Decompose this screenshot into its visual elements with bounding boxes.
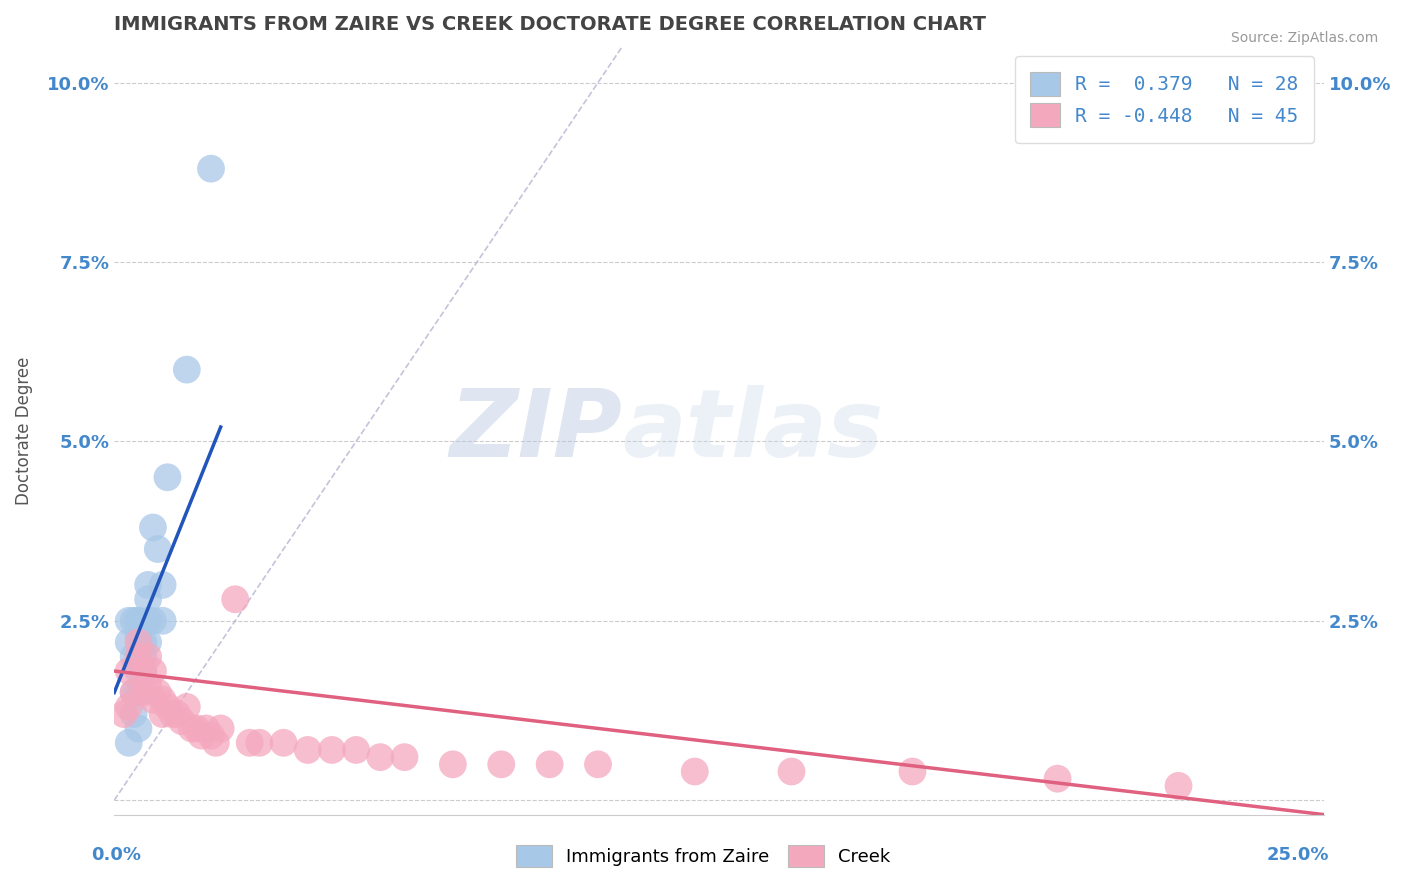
Point xyxy=(127,635,149,649)
Point xyxy=(132,635,155,649)
Point xyxy=(586,757,609,772)
Y-axis label: Doctorate Degree: Doctorate Degree xyxy=(15,357,32,505)
Point xyxy=(152,614,174,628)
Point xyxy=(152,707,174,722)
Text: IMMIGRANTS FROM ZAIRE VS CREEK DOCTORATE DEGREE CORRELATION CHART: IMMIGRANTS FROM ZAIRE VS CREEK DOCTORATE… xyxy=(114,15,986,34)
Text: 0.0%: 0.0% xyxy=(91,846,142,863)
Point xyxy=(142,614,165,628)
Text: Source: ZipAtlas.com: Source: ZipAtlas.com xyxy=(1230,31,1378,45)
Point xyxy=(122,614,145,628)
Point xyxy=(132,649,155,664)
Point xyxy=(170,714,193,729)
Point xyxy=(368,750,391,764)
Point xyxy=(200,729,222,743)
Point xyxy=(538,757,561,772)
Point xyxy=(122,685,145,699)
Point xyxy=(205,736,228,750)
Point xyxy=(239,736,262,750)
Point xyxy=(127,628,149,642)
Text: 25.0%: 25.0% xyxy=(1267,846,1329,863)
Point xyxy=(156,700,179,714)
Point xyxy=(247,736,270,750)
Point xyxy=(209,722,232,736)
Point xyxy=(136,614,159,628)
Point xyxy=(166,707,188,722)
Point xyxy=(176,700,198,714)
Point xyxy=(118,664,141,678)
Point xyxy=(127,614,149,628)
Point xyxy=(273,736,295,750)
Point xyxy=(176,362,198,376)
Text: atlas: atlas xyxy=(623,384,883,476)
Point xyxy=(127,664,149,678)
Point xyxy=(136,649,159,664)
Point xyxy=(122,649,145,664)
Point xyxy=(190,729,212,743)
Point xyxy=(224,592,246,607)
Point xyxy=(118,700,141,714)
Point xyxy=(901,764,924,779)
Point xyxy=(152,692,174,706)
Point xyxy=(152,578,174,592)
Point xyxy=(136,592,159,607)
Point xyxy=(142,664,165,678)
Point xyxy=(321,743,343,757)
Point xyxy=(112,707,135,722)
Point xyxy=(127,685,149,699)
Point xyxy=(146,685,169,699)
Point xyxy=(156,470,179,484)
Point xyxy=(118,614,141,628)
Point xyxy=(122,685,145,699)
Point xyxy=(146,542,169,557)
Point xyxy=(132,685,155,699)
Point xyxy=(162,707,184,722)
Point xyxy=(118,736,141,750)
Point xyxy=(491,757,513,772)
Point xyxy=(136,678,159,692)
Point xyxy=(180,722,202,736)
Legend: R =  0.379   N = 28, R = -0.448   N = 45: R = 0.379 N = 28, R = -0.448 N = 45 xyxy=(1015,56,1315,143)
Legend: Immigrants from Zaire, Creek: Immigrants from Zaire, Creek xyxy=(509,838,897,874)
Point xyxy=(441,757,464,772)
Point xyxy=(195,722,218,736)
Point xyxy=(127,722,149,736)
Point xyxy=(142,520,165,534)
Point xyxy=(1167,779,1189,793)
Text: ZIP: ZIP xyxy=(450,384,623,476)
Point xyxy=(1046,772,1069,786)
Point xyxy=(186,722,208,736)
Point xyxy=(200,161,222,176)
Point xyxy=(297,743,319,757)
Point xyxy=(344,743,367,757)
Point xyxy=(136,578,159,592)
Point xyxy=(127,649,149,664)
Point xyxy=(127,614,149,628)
Point xyxy=(136,635,159,649)
Point xyxy=(683,764,706,779)
Point xyxy=(132,664,155,678)
Point xyxy=(132,664,155,678)
Point xyxy=(122,707,145,722)
Point xyxy=(118,635,141,649)
Point xyxy=(394,750,416,764)
Point xyxy=(780,764,803,779)
Point xyxy=(142,692,165,706)
